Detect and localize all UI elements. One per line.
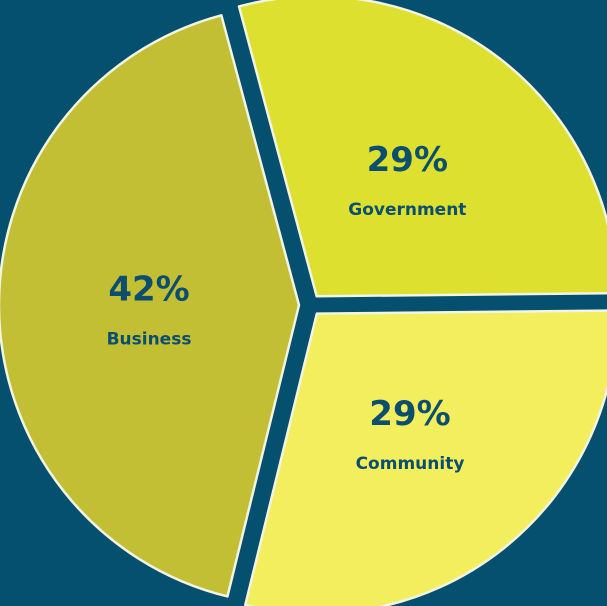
pie-slice-government (237, 0, 607, 298)
pie-slice-label-business: Business (107, 330, 192, 350)
pie-labels: 29% Government 29% Community 42% Business (107, 140, 467, 474)
pie-slice-business (0, 14, 301, 598)
pie-slice-percent-government: 29% (367, 140, 448, 180)
pie-slice-label-community: Community (356, 454, 465, 474)
pie-slice-percent-community: 29% (369, 394, 450, 434)
pie-slice-percent-business: 42% (108, 270, 189, 310)
pie-slice-label-government: Government (348, 200, 466, 220)
pie-slice-community (244, 309, 607, 606)
